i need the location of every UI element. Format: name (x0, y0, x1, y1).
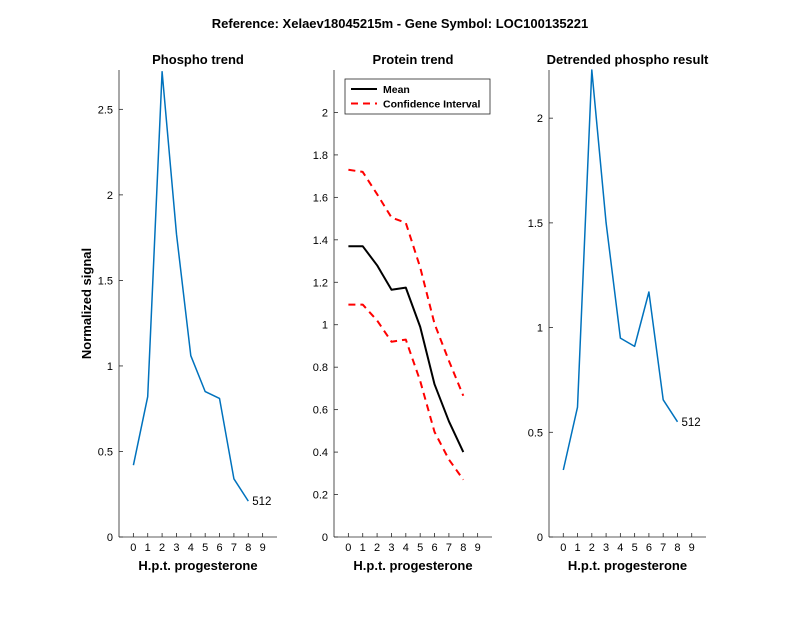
x-axis-label: H.p.t. progesterone (568, 558, 687, 573)
y-tick-label: 1.2 (313, 277, 328, 289)
y-tick-label: 0.8 (313, 362, 328, 374)
panel-title: Detrended phospho result (547, 52, 709, 67)
y-tick-label: 0.6 (313, 405, 328, 417)
x-tick-label: 4 (403, 542, 409, 554)
panel-title: Phospho trend (152, 52, 244, 67)
point-annotation: 512 (252, 496, 271, 508)
legend-label: Mean (383, 84, 410, 96)
panel-title: Protein trend (373, 52, 454, 67)
y-tick-label: 0.2 (313, 490, 328, 502)
figure-title: Reference: Xelaev18045215m - Gene Symbol… (212, 16, 589, 31)
x-tick-label: 3 (388, 542, 394, 554)
point-annotation: 512 (681, 417, 700, 429)
y-tick-label: 0 (322, 532, 328, 544)
x-tick-label: 2 (374, 542, 380, 554)
y-tick-label: 1 (322, 320, 328, 332)
x-tick-label: 4 (617, 542, 623, 554)
x-tick-label: 7 (660, 542, 666, 554)
y-tick-label: 1 (537, 323, 543, 335)
y-tick-label: 2.5 (98, 104, 113, 116)
x-tick-label: 7 (231, 542, 237, 554)
x-tick-label: 5 (417, 542, 423, 554)
y-tick-label: 0.5 (98, 446, 113, 458)
x-axis-label: H.p.t. progesterone (353, 558, 472, 573)
y-tick-label: 1.5 (528, 218, 543, 230)
x-axis-label: H.p.t. progesterone (138, 558, 257, 573)
x-tick-label: 8 (674, 542, 680, 554)
y-tick-label: 1.8 (313, 150, 328, 162)
mean-series-line (348, 245, 465, 453)
x-tick-label: 4 (188, 542, 194, 554)
confidence-interval-lower-series-line (348, 303, 465, 481)
legend: Mean Confidence Interval (344, 78, 491, 115)
y-tick-label: 1.6 (313, 192, 328, 204)
x-tick-label: 3 (603, 542, 609, 554)
phospho-series-line (132, 70, 249, 502)
x-tick-label: 6 (216, 542, 222, 554)
x-tick-label: 8 (460, 542, 466, 554)
x-tick-label: 3 (173, 542, 179, 554)
y-tick-label: 1.4 (313, 235, 328, 247)
x-tick-label: 1 (574, 542, 580, 554)
x-tick-label: 9 (260, 542, 266, 554)
x-tick-label: 9 (475, 542, 481, 554)
x-tick-label: 6 (431, 542, 437, 554)
y-tick-label: 0.4 (313, 447, 328, 459)
x-tick-label: 0 (560, 542, 566, 554)
legend-label: Confidence Interval (383, 99, 481, 111)
y-tick-label: 0.5 (528, 427, 543, 439)
x-tick-label: 0 (130, 542, 136, 554)
y-axis-label: Normalized signal (79, 248, 94, 359)
x-tick-label: 0 (345, 542, 351, 554)
x-tick-label: 1 (360, 542, 366, 554)
legend-box (344, 78, 491, 115)
y-tick-label: 0 (107, 532, 113, 544)
detrended-series-line (562, 69, 679, 471)
y-tick-label: 0 (537, 532, 543, 544)
x-tick-label: 5 (202, 542, 208, 554)
y-tick-label: 2 (537, 113, 543, 125)
x-tick-label: 8 (245, 542, 251, 554)
y-tick-label: 1.5 (98, 275, 113, 287)
x-tick-label: 5 (632, 542, 638, 554)
y-tick-label: 2 (107, 190, 113, 202)
x-tick-label: 2 (589, 542, 595, 554)
x-tick-label: 9 (689, 542, 695, 554)
x-tick-label: 1 (145, 542, 151, 554)
x-tick-label: 7 (446, 542, 452, 554)
y-tick-label: 1 (107, 361, 113, 373)
x-tick-label: 2 (159, 542, 165, 554)
x-tick-label: 6 (646, 542, 652, 554)
y-tick-label: 2 (322, 107, 328, 119)
